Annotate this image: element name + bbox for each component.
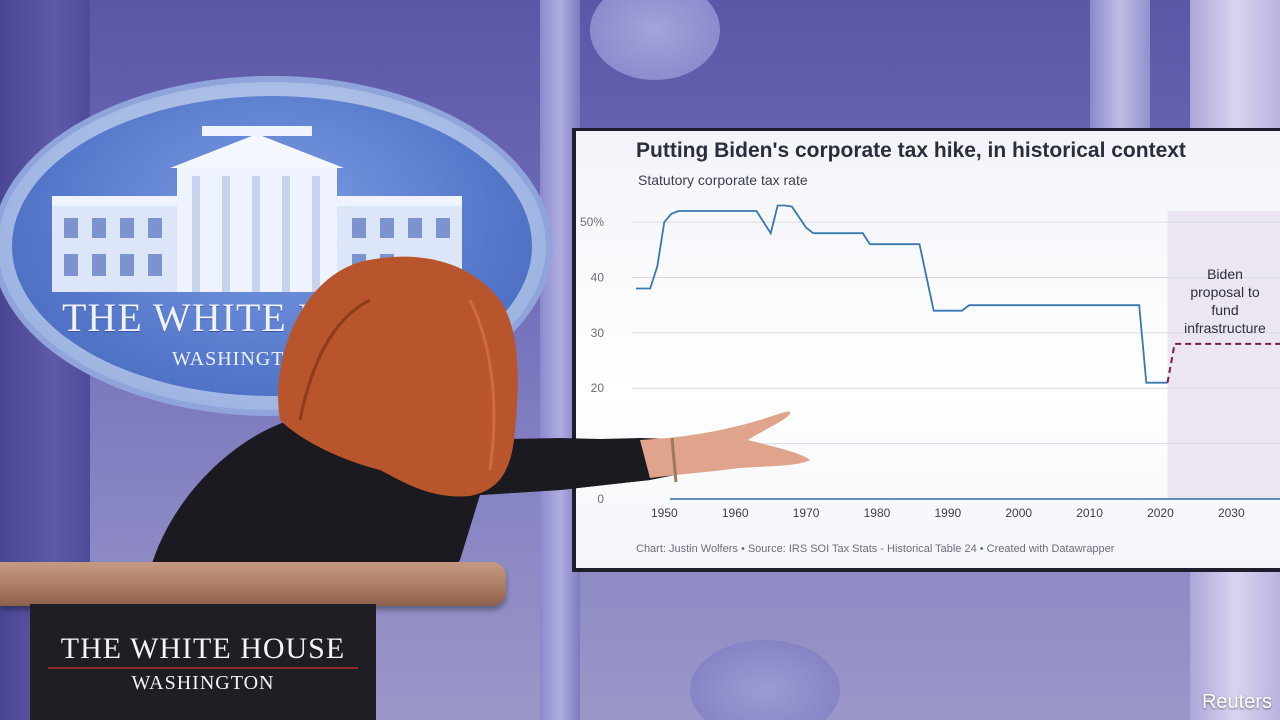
chart-title: Putting Biden's corporate tax hike, in h… xyxy=(636,139,1186,162)
annotation-line-1: Biden xyxy=(1207,266,1243,282)
y-tick-label: 20 xyxy=(591,381,605,395)
seal-title: THE WHITE H xyxy=(62,295,328,340)
background-seal xyxy=(590,0,720,80)
annotation-line-4: infrastructure xyxy=(1184,320,1266,336)
background-seal xyxy=(690,640,840,720)
tv-monitor: 50% 40 30 20 10 0 1950 1960 1970 1980 1990 2000 201… xyxy=(572,128,1280,572)
x-tick-label: 1960 xyxy=(722,506,749,520)
x-tick-label: 2010 xyxy=(1076,506,1103,520)
y-tick-label: 30 xyxy=(591,326,605,340)
photo-credit: Reuters xyxy=(1201,691,1272,713)
x-tick-label: 1980 xyxy=(864,506,891,520)
y-tick-label: 40 xyxy=(591,270,605,284)
chart-gridlines xyxy=(632,221,1280,445)
podium-divider xyxy=(48,667,358,669)
x-tick-label: 1970 xyxy=(793,506,820,520)
y-tick-label: 50% xyxy=(580,215,604,229)
annotation-line-3: fund xyxy=(1211,302,1238,318)
podium-top xyxy=(0,562,506,606)
chart-source-footer: Chart: Justin Wolfers • Source: IRS SOI … xyxy=(636,543,1115,555)
white-house-building-icon xyxy=(52,126,462,292)
podium-title: THE WHITE HOUSE xyxy=(60,632,346,665)
wall-panel xyxy=(1090,0,1150,130)
biden-proposal-line xyxy=(1166,342,1280,383)
y-axis-ticks: 50% 40 30 20 10 0 xyxy=(580,215,604,506)
x-tick-label: 2030 xyxy=(1218,506,1245,520)
y-tick-label: 0 xyxy=(597,492,604,506)
x-axis-ticks: 1950 1960 1970 1980 1990 2000 2010 2020 2030 xyxy=(651,506,1245,520)
x-tick-label: 2000 xyxy=(1005,506,1032,520)
podium-subtitle: WASHINGTON xyxy=(131,672,275,694)
annotation-line-2: proposal to xyxy=(1190,284,1259,300)
proposal-highlight-band xyxy=(1167,211,1280,499)
x-tick-label: 1950 xyxy=(651,506,678,520)
white-house-seal: THE WHITE H WASHINGTON xyxy=(0,76,552,416)
y-tick-label: 10 xyxy=(591,437,605,451)
historical-rate-line xyxy=(636,204,1168,384)
x-tick-label: 1990 xyxy=(934,506,961,520)
seal-subtitle: WASHINGTON xyxy=(172,348,315,370)
x-tick-label: 2020 xyxy=(1147,506,1174,520)
podium-sign: THE WHITE HOUSE WASHINGTON xyxy=(30,604,376,720)
chart-screen: 50% 40 30 20 10 0 1950 1960 1970 1980 1990 2000 201… xyxy=(576,131,1280,568)
chart-subtitle: Statutory corporate tax rate xyxy=(638,172,808,188)
